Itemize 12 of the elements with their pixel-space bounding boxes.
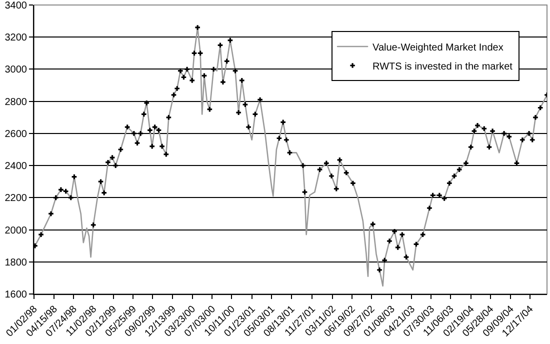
- y-tick-label: 2800: [4, 96, 28, 108]
- legend-label: RWTS is invested in the market: [372, 61, 513, 72]
- y-tick-label: 3400: [4, 0, 28, 12]
- y-tick-label: 1600: [4, 290, 28, 300]
- legend-label: Value-Weighted Market Index: [372, 42, 504, 54]
- y-tick-label: 2200: [4, 193, 28, 204]
- y-tick-label: 1800: [4, 257, 28, 268]
- y-tick-label: 2400: [4, 161, 28, 172]
- y-tick-label: 3200: [4, 32, 28, 44]
- y-tick-label: 2600: [4, 128, 28, 140]
- y-tick-label: 3000: [4, 64, 28, 76]
- y-tick-label: 2000: [4, 225, 28, 236]
